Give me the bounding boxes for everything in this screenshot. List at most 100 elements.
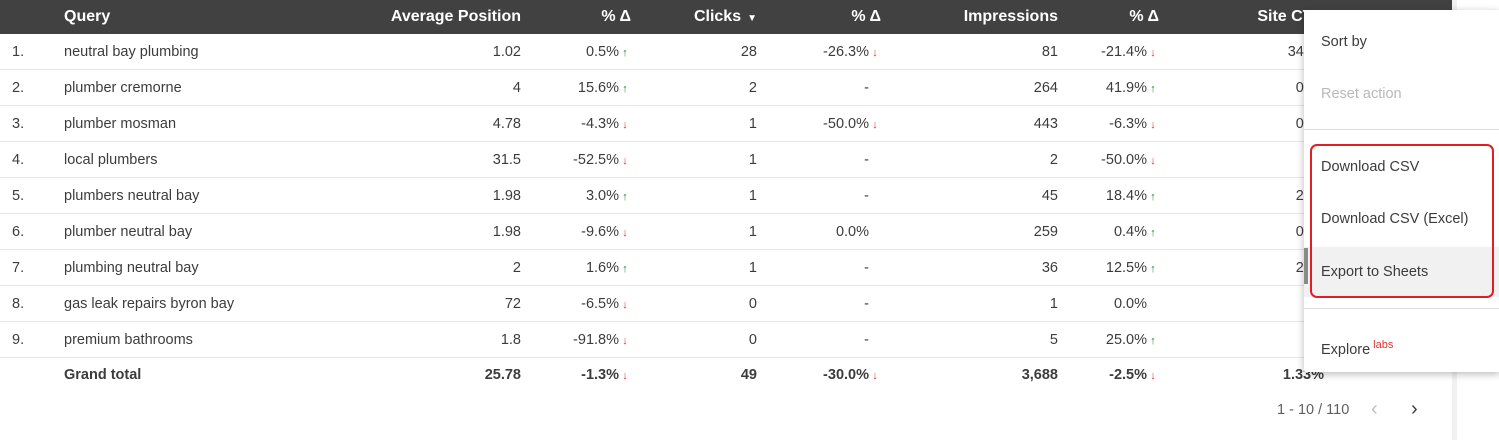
delta-cell: - xyxy=(767,177,891,214)
avg-position-cell: 2 xyxy=(355,249,531,286)
clicks-header[interactable]: Clicks ▼ xyxy=(641,0,767,34)
chevron-left-icon[interactable]: ‹ xyxy=(1370,398,1378,420)
delta-value: - xyxy=(864,79,869,96)
delta-value: - xyxy=(864,295,869,312)
delta-value: 25.0% xyxy=(1105,331,1147,348)
delta-value: -6.3% xyxy=(1109,115,1147,132)
delta-cell: - xyxy=(767,321,891,358)
delta-cell: -6.3% ↓ xyxy=(1068,105,1169,142)
row-index: 2. xyxy=(0,69,52,106)
delta-cell: -1.3% ↓ xyxy=(531,358,641,393)
caret-down-icon: ▼ xyxy=(747,13,757,24)
delta-value: -6.5% xyxy=(581,295,619,312)
delta-cell: - xyxy=(767,285,891,322)
table-row[interactable]: 8. gas leak repairs byron bay 72 -6.5% ↓ 0-1 0… xyxy=(0,285,1452,322)
row-index: 7. xyxy=(0,249,52,286)
menu-item-download-csv[interactable]: Download CSV xyxy=(1321,159,1420,175)
trend-down-icon: ↓ xyxy=(622,226,628,239)
avg-position-cell: 4.78 xyxy=(355,105,531,142)
clicks-cell: 1 xyxy=(641,177,767,214)
clicks-cell: 1 xyxy=(641,141,767,178)
table-row[interactable]: 1. neutral bay plumbing 1.02 0.5% ↑ 28 -26.3% ↓… xyxy=(0,34,1452,70)
delta-value: 3.0% xyxy=(585,187,619,204)
row-index: 3. xyxy=(0,105,52,142)
table-row[interactable]: 7.plumbing neutral bay21.6%↑1-3612.5%↑2.… xyxy=(0,249,1452,286)
clicks-delta-header[interactable]: % Δ xyxy=(851,8,881,25)
query-header[interactable]: Query xyxy=(64,8,111,25)
clicks-cell: 1 xyxy=(641,213,767,250)
menu-item-export-to-sheets[interactable]: Export to Sheets xyxy=(1304,247,1499,297)
trend-down-icon: ↓ xyxy=(872,118,878,131)
delta-value: 0.0% xyxy=(1113,295,1147,312)
index-header xyxy=(0,0,52,34)
avg-position-header[interactable]: Average Position xyxy=(390,8,521,25)
delta-cell: 0.0% xyxy=(1068,285,1169,322)
delta-value: - xyxy=(864,331,869,348)
delta-value: -50.0% xyxy=(823,115,869,132)
trend-down-icon: ↓ xyxy=(1150,154,1156,167)
delta-value: -52.5% xyxy=(573,151,619,168)
impressions-cell: 36 xyxy=(891,249,1068,286)
trend-up-icon: ↑ xyxy=(1150,82,1156,95)
delta-cell: 0.4% ↑ xyxy=(1068,213,1169,250)
delta-value: -9.6% xyxy=(581,223,619,240)
avg-position-cell: 1.02 xyxy=(355,34,531,70)
trend-down-icon: ↓ xyxy=(622,334,628,347)
pagination: 1 - 10 / 110 ‹ › xyxy=(1277,398,1429,421)
trend-up-icon: ↑ xyxy=(622,46,628,59)
query-cell: plumber mosman xyxy=(52,105,355,142)
impressions-cell: 81 xyxy=(891,34,1068,70)
menu-scroll-thumb[interactable] xyxy=(1304,248,1308,284)
delta-cell: 1.6% ↑ xyxy=(531,249,641,286)
delta-value: -91.8% xyxy=(573,331,619,348)
trend-up-icon: ↑ xyxy=(622,262,628,275)
trend-up-icon: ↑ xyxy=(622,190,628,203)
query-cell: plumbers neutral bay xyxy=(52,177,355,214)
avg-position-delta-header[interactable]: % Δ xyxy=(601,8,631,25)
clicks-cell: 0 xyxy=(641,285,767,322)
trend-down-icon: ↓ xyxy=(622,370,628,382)
avg-position-cell: 1.8 xyxy=(355,321,531,358)
avg-position-cell: 1.98 xyxy=(355,213,531,250)
table-row[interactable]: 3. plumber mosman 4.78 -4.3% ↓ 1 -50.0% ↓ 443 -6.… xyxy=(0,105,1452,142)
query-cell: plumber cremorne xyxy=(52,69,355,106)
delta-value: -21.4% xyxy=(1101,43,1147,60)
delta-cell: -52.5% ↓ xyxy=(531,141,641,178)
trend-up-icon: ↑ xyxy=(1150,190,1156,203)
trend-down-icon: ↓ xyxy=(622,118,628,131)
grand-total-row: Grand total 25.78 -1.3% ↓ 49 -30.0% ↓ 3,688 -2.5… xyxy=(0,358,1452,393)
clicks-cell: 1 xyxy=(641,105,767,142)
menu-item-download-csv-excel[interactable]: Download CSV (Excel) xyxy=(1321,211,1469,227)
delta-value: - xyxy=(864,187,869,204)
clicks-cell: 1 xyxy=(641,249,767,286)
avg-position-cell: 4 xyxy=(355,69,531,106)
table-row[interactable]: 5. plumbers neutral bay 1.98 3.0% ↑ 1-45 18.4%… xyxy=(0,177,1452,214)
menu-item-reset-action: Reset action xyxy=(1321,86,1402,102)
impressions-delta-header[interactable]: % Δ xyxy=(1129,8,1159,25)
delta-cell: 0.5% ↑ xyxy=(531,34,641,70)
delta-value: 0.0% xyxy=(835,223,869,240)
clicks-cell: 2 xyxy=(641,69,767,106)
table-row[interactable]: 6. plumber neutral bay 1.98 -9.6% ↓ 1 0.0% 259 0… xyxy=(0,213,1452,250)
query-cell: neutral bay plumbing xyxy=(52,34,355,70)
impressions-header[interactable]: Impressions xyxy=(963,8,1058,25)
delta-cell: -50.0% ↓ xyxy=(767,105,891,142)
trend-down-icon: ↓ xyxy=(622,298,628,311)
delta-value: 18.4% xyxy=(1105,187,1147,204)
page-range: 1 - 10 / 110 xyxy=(1277,401,1350,418)
row-index: 4. xyxy=(0,141,52,178)
delta-value: -30.0% xyxy=(823,367,869,383)
delta-value: -2.5% xyxy=(1109,367,1147,383)
delta-cell: 15.6% ↑ xyxy=(531,69,641,106)
menu-item-sort-by[interactable]: Sort by xyxy=(1321,34,1367,50)
menu-item-explore[interactable]: Explore labs xyxy=(1304,320,1499,370)
delta-value: 0.4% xyxy=(1113,223,1147,240)
delta-cell: 41.9% ↑ xyxy=(1068,69,1169,106)
total-avg-position: 25.78 xyxy=(484,367,521,383)
chevron-right-icon[interactable]: › xyxy=(1410,398,1418,420)
delta-value: -1.3% xyxy=(581,367,619,383)
explore-label: Explore xyxy=(1321,341,1371,358)
